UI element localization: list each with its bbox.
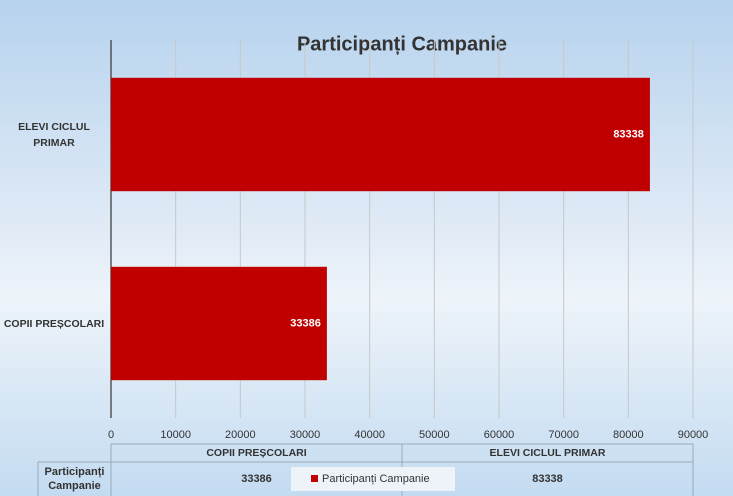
data-label: 33386 (290, 317, 321, 329)
chart-title: Participanți Campanie (297, 33, 507, 55)
table-value: 83338 (532, 473, 563, 485)
data-label: 83338 (613, 128, 644, 140)
x-tick-label: 80000 (613, 429, 644, 441)
table-header: COPII PREȘCOLARI (206, 447, 306, 459)
table-value: 33386 (241, 473, 272, 485)
x-tick-label: 50000 (419, 429, 450, 441)
table-header: ELEVI CICLUL PRIMAR (490, 447, 606, 459)
y-tick-label: ELEVI CICLUL PRIMAR (18, 120, 90, 149)
legend-box (291, 467, 455, 491)
bar (111, 266, 327, 381)
y-tick-label: COPII PREȘCOLARI (3, 317, 105, 330)
x-tick-label: 70000 (548, 429, 579, 441)
bar (111, 77, 650, 192)
table-row-label: Participanți Campanie (44, 466, 105, 492)
legend-swatch (311, 475, 318, 482)
x-tick-label: 40000 (354, 429, 385, 441)
x-tick-label: 90000 (678, 429, 709, 441)
x-tick-label: 60000 (484, 429, 515, 441)
x-tick-label: 10000 (160, 429, 191, 441)
x-tick-label: 20000 (225, 429, 256, 441)
x-tick-label: 0 (108, 429, 114, 441)
legend-label: Participanți Campanie (322, 473, 430, 485)
x-tick-label: 30000 (290, 429, 321, 441)
